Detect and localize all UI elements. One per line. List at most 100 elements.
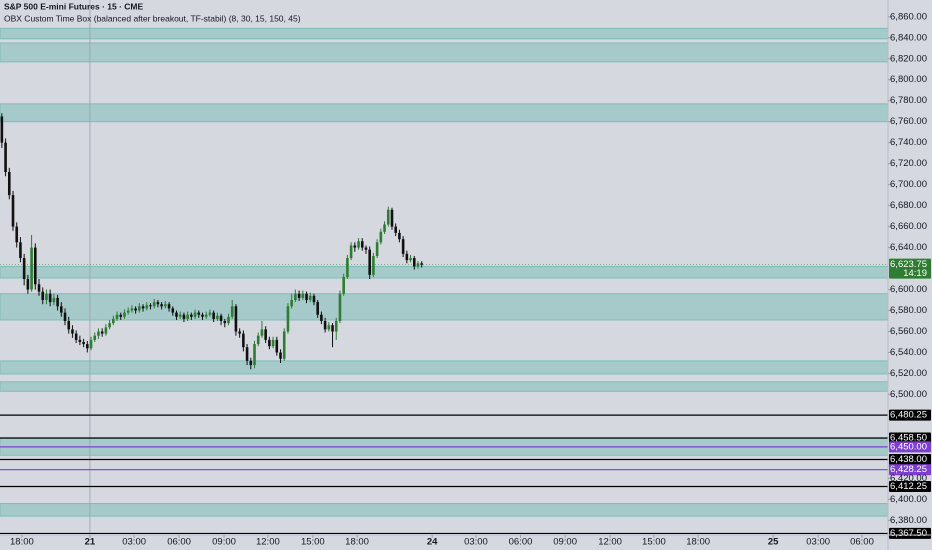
level-label: 6,450.00 — [890, 441, 927, 452]
zones — [0, 27, 889, 517]
candle-body — [316, 302, 319, 315]
level-label: 6,367.50 — [890, 528, 927, 539]
y-tick-label: 6,580.00 — [890, 305, 927, 316]
level-label-box — [889, 441, 931, 453]
candle-body — [126, 310, 130, 313]
last-price-box — [889, 258, 931, 279]
candle-body — [334, 321, 338, 332]
candle-body — [249, 360, 253, 366]
candle-body — [119, 314, 123, 317]
candle-body — [260, 329, 264, 336]
candle-body — [301, 293, 305, 298]
level-label-box — [889, 480, 931, 492]
candle-body — [286, 306, 290, 332]
zone — [0, 381, 889, 392]
candle-body — [216, 315, 219, 319]
level-label: 6,438.00 — [890, 454, 927, 465]
candle-body — [52, 297, 56, 303]
x-tick-label: 03:00 — [464, 537, 488, 548]
candle-body — [416, 263, 420, 267]
candle-body — [171, 308, 175, 313]
candles — [0, 113, 424, 370]
candle-body — [4, 142, 7, 173]
indicator-legend: OBX Custom Time Box (balanced after brea… — [4, 13, 301, 23]
candle-body — [357, 241, 360, 248]
zone — [0, 293, 889, 321]
candle-body — [308, 295, 312, 301]
candle-body — [33, 247, 37, 285]
candle-body — [130, 308, 134, 311]
candle-body — [230, 306, 234, 317]
zone — [0, 42, 889, 63]
level-label-box — [889, 464, 931, 476]
y-tick-label: 6,380.00 — [890, 515, 927, 526]
x-tick-label: 18:00 — [686, 537, 710, 548]
candle-body — [331, 325, 334, 332]
chart-title: S&P 500 E-mini Futures · 15 · CME — [4, 1, 144, 11]
candle-body — [320, 314, 323, 321]
y-tick-label: 6,420.00 — [890, 473, 927, 484]
candle-body — [275, 339, 279, 353]
candle-body — [149, 305, 152, 307]
candle-body — [108, 323, 111, 328]
candle-body — [323, 321, 327, 330]
candle-body — [0, 116, 4, 143]
x-tick-label: 18:00 — [10, 537, 34, 548]
level-label: 6,412.25 — [890, 481, 927, 492]
x-tick-label: 12:00 — [256, 537, 280, 548]
candle-body — [67, 321, 71, 330]
candle-body — [208, 312, 212, 315]
y-tick-label: 6,680.00 — [890, 200, 927, 211]
candle-body — [7, 172, 11, 196]
candle-body — [45, 293, 48, 301]
candle-body — [271, 339, 275, 347]
x-tick-label: 15:00 — [301, 537, 325, 548]
candle-body — [15, 226, 19, 243]
candle-body — [78, 339, 82, 342]
x-tick-label: 06:00 — [850, 537, 874, 548]
x-tick-label: 06:00 — [509, 537, 533, 548]
y-tick-label: 6,660.00 — [890, 221, 927, 232]
x-tick-label: 03:00 — [122, 537, 146, 548]
candle-body — [394, 226, 397, 233]
y-tick-label: 6,560.00 — [890, 326, 927, 337]
candle-body — [398, 232, 401, 240]
candle-body — [342, 276, 345, 294]
level-label: 6,480.25 — [890, 410, 927, 421]
level-label: 6,458.50 — [890, 432, 927, 443]
candle-body — [19, 242, 22, 259]
x-tick-label: 18:00 — [345, 537, 369, 548]
candle-body — [390, 209, 394, 227]
candle-body — [37, 284, 41, 292]
candle-body — [134, 308, 137, 311]
candle-body — [223, 321, 227, 324]
candle-body — [312, 295, 316, 303]
candle-body — [86, 344, 89, 349]
candle-body — [212, 312, 215, 319]
candle-body — [167, 304, 171, 309]
y-tick-label: 6,640.00 — [890, 242, 927, 253]
candle-body — [89, 339, 93, 349]
candle-body — [26, 279, 30, 290]
candle-body — [100, 331, 104, 334]
candle-body — [104, 327, 108, 334]
level-label: 6,428.25 — [890, 464, 927, 475]
candle-body — [282, 331, 286, 359]
candle-body — [409, 258, 412, 261]
y-tick-label: 6,780.00 — [890, 95, 927, 106]
candle-body — [30, 247, 33, 290]
y-tick-label: 6,720.00 — [890, 158, 927, 169]
candle-body — [353, 245, 357, 248]
candle-body — [238, 331, 241, 334]
y-tick-label: 6,760.00 — [890, 116, 927, 127]
y-tick-label: 6,400.00 — [890, 494, 927, 505]
last-price-label: 6,623.75 — [890, 259, 927, 270]
candle-body — [197, 312, 201, 315]
zone — [0, 265, 889, 279]
y-tick-label: 6,820.00 — [890, 53, 927, 64]
y-tick-label: 6,860.00 — [890, 11, 927, 22]
candle-body — [294, 293, 297, 301]
candle-body — [234, 306, 238, 332]
